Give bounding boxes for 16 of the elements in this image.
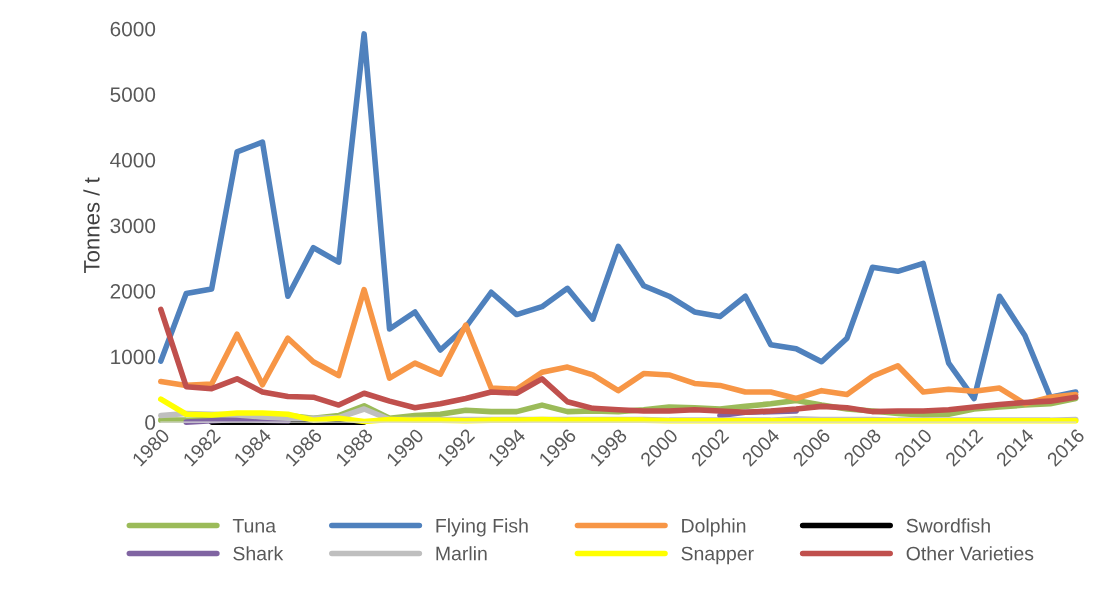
legend-label: Snapper (681, 546, 754, 565)
y-tick-label: 1000 (111, 349, 156, 365)
legend-label: Flying Fish (436, 518, 528, 537)
legend-label: Marlin (436, 546, 487, 561)
legend-label: Other Varieties (906, 546, 1034, 561)
y-axis-title: Tonnes / t (83, 177, 100, 274)
y-tick-label: 2000 (110, 283, 156, 299)
y-tick-label: 0 (145, 415, 156, 430)
y-tick-label: 5000 (110, 87, 156, 102)
y-tick-label: 3000 (110, 218, 156, 234)
legend-label: Dolphin (682, 518, 746, 537)
y-tick-label: 4000 (110, 152, 156, 168)
legend-label: Swordfish (906, 518, 990, 533)
legend-label: Tuna (232, 519, 277, 533)
legend-label: Shark (233, 546, 284, 561)
y-tick-label: 6000 (110, 21, 156, 37)
